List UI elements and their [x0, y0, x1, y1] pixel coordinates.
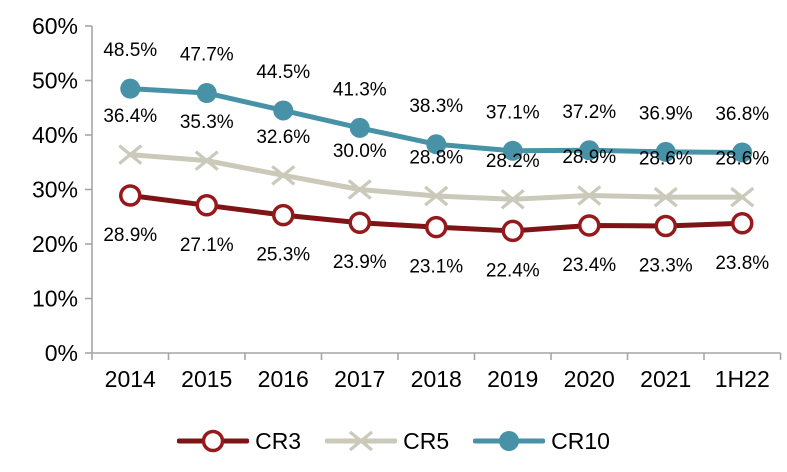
data-label-CR10-2015: 47.7%	[180, 45, 234, 66]
x-tick-label: 2015	[181, 366, 232, 392]
data-label-CR3-2019: 22.4%	[486, 260, 540, 281]
legend-label-cr3: CR3	[255, 427, 302, 454]
data-label-CR3-2016: 25.3%	[256, 245, 310, 266]
data-label-CR10-2017: 41.3%	[333, 79, 387, 100]
x-tick-label: 2020	[564, 366, 615, 392]
legend-marker-CR10	[499, 431, 520, 451]
data-label-CR10-2019: 37.1%	[486, 102, 540, 123]
chart-legend: CR3 CR5 CR10	[0, 428, 787, 454]
data-point-CR5-1H22	[730, 186, 755, 208]
data-point-CR10-2014	[120, 78, 141, 99]
data-label-CR10-2020: 37.2%	[562, 102, 616, 123]
x-tick-label: 2019	[487, 366, 538, 392]
cr3-line-marker-icon	[177, 429, 250, 453]
data-label-CR10-2018: 38.3%	[409, 96, 463, 117]
x-tick-label: 2021	[640, 366, 691, 392]
data-label-CR10-2021: 36.9%	[639, 103, 693, 124]
data-point-CR5-2017	[347, 179, 372, 200]
data-label-CR5-2016: 32.6%	[256, 127, 310, 148]
data-point-CR3-2015	[195, 194, 218, 217]
data-point-CR10-2016	[273, 100, 294, 121]
data-point-CR5-2018	[424, 185, 449, 207]
legend-marker-CR3	[201, 429, 225, 453]
data-point-CR3-2016	[272, 203, 295, 227]
data-point-CR10-2021	[655, 141, 676, 162]
y-tick-label: 50%	[32, 68, 78, 94]
series-markers-CR3	[119, 184, 754, 243]
data-point-CR3-2019	[501, 219, 524, 243]
data-point-CR5-2020	[577, 185, 602, 206]
series-markers-CR5	[118, 144, 755, 210]
data-label-CR5-2015: 35.3%	[180, 112, 234, 133]
data-label-CR10-2016: 44.5%	[256, 62, 310, 83]
legend-item-cr5: CR5	[325, 428, 449, 454]
data-label-CR10-2014: 48.5%	[103, 40, 157, 61]
legend-marker-CR5	[349, 430, 374, 452]
data-point-CR5-2014	[118, 144, 143, 165]
data-point-CR5-2016	[271, 165, 296, 186]
data-point-CR10-1H22	[732, 142, 753, 163]
data-point-CR3-1H22	[731, 212, 754, 235]
legend-label-cr10: CR10	[551, 427, 610, 454]
data-label-CR3-2018: 23.1%	[409, 257, 463, 278]
x-tick-label: 1H22	[715, 366, 770, 392]
y-tick-label: 40%	[32, 122, 78, 148]
data-point-CR10-2015	[196, 83, 217, 104]
legend-item-cr10: CR10	[473, 428, 610, 454]
cr5-line-marker-icon	[325, 430, 398, 452]
data-point-CR3-2014	[119, 184, 142, 207]
data-label-CR5-2014: 36.4%	[103, 106, 157, 127]
data-label-CR3-2021: 23.3%	[639, 256, 693, 277]
y-tick-label: 60%	[32, 13, 78, 39]
data-point-CR3-2020	[578, 214, 601, 237]
legend-label-cr5: CR5	[403, 427, 450, 454]
data-label-CR5-1H22: 28.6%	[715, 149, 769, 170]
data-point-CR10-2018	[426, 134, 447, 155]
data-label-CR3-2020: 23.4%	[562, 255, 616, 276]
data-label-CR5-2021: 28.6%	[639, 149, 693, 170]
x-tick-label: 2016	[258, 366, 309, 392]
x-tick-label: 2014	[105, 366, 156, 392]
data-point-CR3-2021	[654, 214, 677, 238]
chart-plot-area: 0% 10% 20% 30% 40% 50% 60% 2014 2015 2016 2017 2018…	[32, 13, 782, 392]
y-tick-label: 30%	[32, 177, 78, 203]
data-point-CR3-2017	[348, 211, 371, 234]
data-label-CR10-1H22: 36.8%	[715, 104, 769, 125]
series-markers-CR10	[120, 78, 753, 163]
data-point-CR10-2017	[349, 117, 370, 138]
y-tick-label: 10%	[32, 286, 78, 312]
data-label-CR3-2014: 28.9%	[103, 225, 157, 246]
data-point-CR3-2018	[425, 215, 448, 239]
data-point-CR5-2015	[194, 150, 219, 171]
data-label-CR5-2020: 28.9%	[562, 147, 616, 168]
data-point-CR10-2019	[502, 140, 523, 161]
cr10-line-marker-icon	[473, 431, 546, 451]
legend-item-cr3: CR3	[177, 428, 301, 454]
data-point-CR5-2021	[653, 186, 678, 208]
data-label-CR5-2018: 28.8%	[409, 148, 463, 169]
x-tick-label: 2017	[334, 366, 385, 392]
y-tick-label: 20%	[32, 231, 78, 257]
data-label-CR3-2017: 23.9%	[333, 252, 387, 273]
data-label-CR3-1H22: 23.8%	[715, 253, 769, 274]
x-tick-label: 2018	[411, 366, 462, 392]
data-label-CR5-2019: 28.2%	[486, 151, 540, 172]
data-label-CR3-2015: 27.1%	[180, 235, 234, 256]
data-label-CR5-2017: 30.0%	[333, 141, 387, 162]
y-tick-label: 0%	[45, 340, 78, 366]
data-point-CR5-2019	[500, 189, 525, 210]
data-point-CR10-2020	[579, 140, 600, 161]
